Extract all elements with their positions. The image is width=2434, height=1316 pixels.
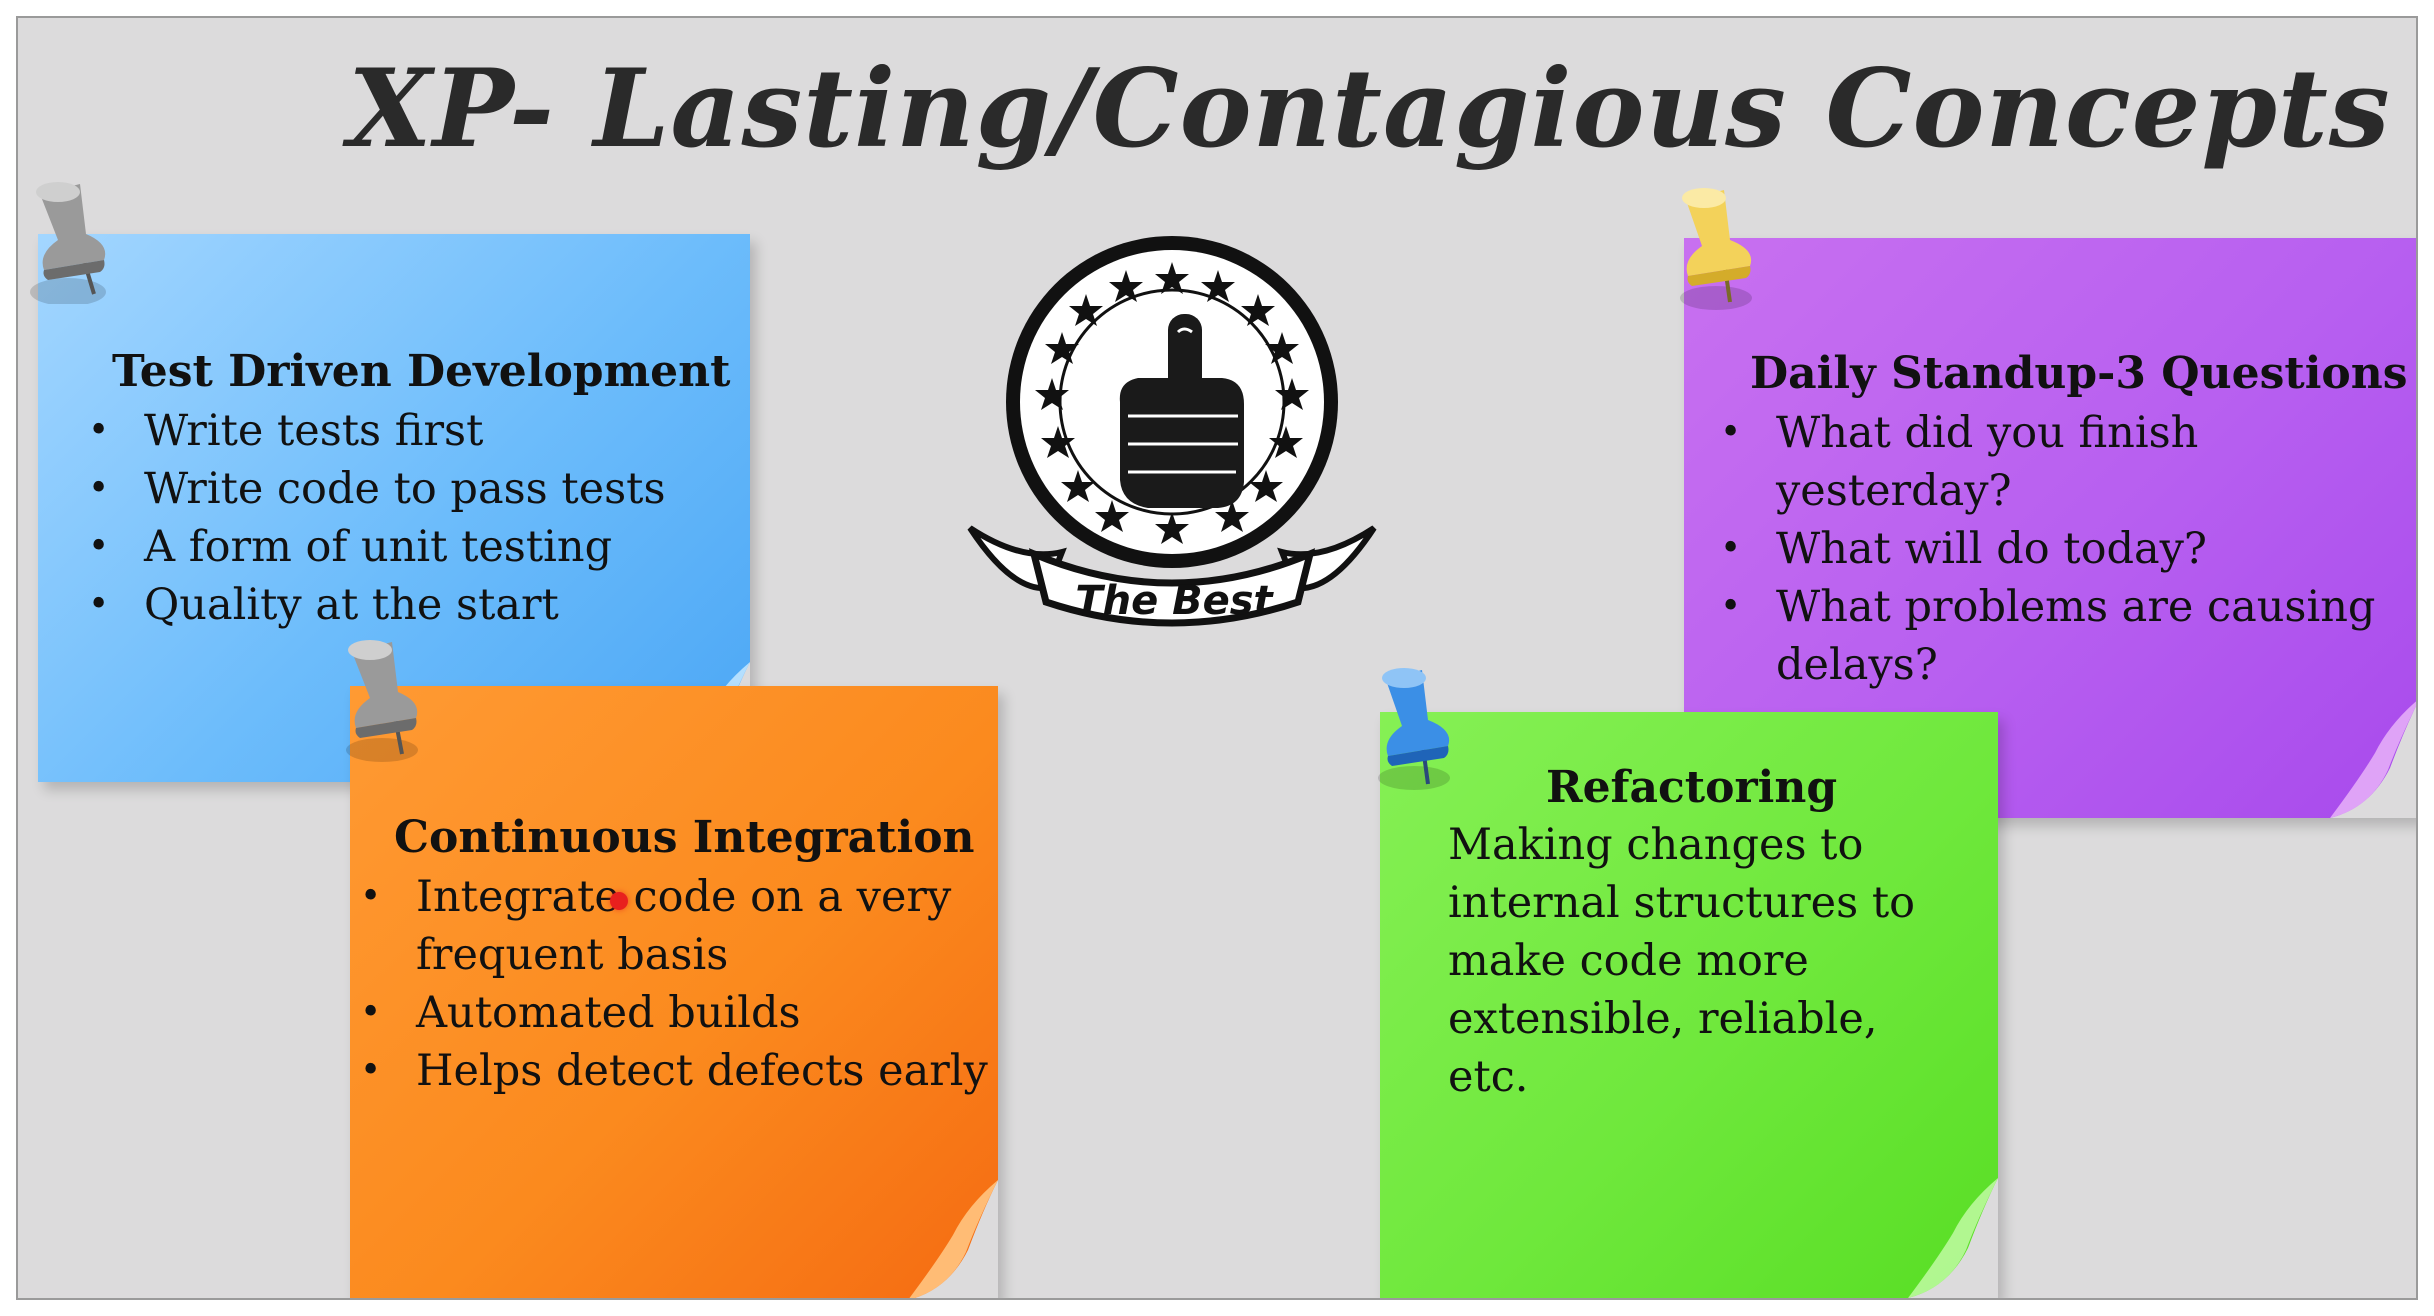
text-line: Making changes to [1448, 820, 1864, 870]
pushpin-yellow-icon [1680, 188, 1752, 310]
note-title-refactoring: Refactoring [1546, 762, 1838, 813]
slide: XP- Lasting/Contagious Concepts Test Dri… [16, 16, 2418, 1300]
thumbs-up-badge-icon: The Best [967, 236, 1377, 627]
page-curl-icon [1908, 1178, 1998, 1298]
page-curl-icon [2330, 701, 2416, 818]
list-item: Automated builds [360, 984, 988, 1042]
note-title-tdd: Test Driven Development [112, 346, 731, 397]
note-title-ci: Continuous Integration [394, 812, 975, 863]
list-item: Integrate code on a very frequent basis [360, 868, 988, 984]
list-item: What did you finish yesterday? [1720, 404, 2416, 520]
page-curl-icon [909, 1180, 998, 1298]
note-text-refactoring: Making changes to internal structures to… [1448, 816, 1915, 1106]
note-title-standup: Daily Standup-3 Questions [1750, 348, 2408, 399]
list-item: Write tests first [88, 402, 666, 460]
text-line: make code more [1448, 936, 1809, 986]
sticky-note-refactoring: Refactoring Making changes to internal s… [1380, 712, 1998, 1298]
text-line: internal structures to [1448, 878, 1916, 928]
pushpin-gray-icon [346, 640, 418, 762]
list-item-line: What problems are causing [1776, 582, 2376, 632]
slide-title: XP- Lasting/Contagious Concepts [348, 46, 2391, 172]
list-item: A form of unit testing [88, 518, 666, 576]
list-item-line: delays? [1776, 640, 1938, 690]
list-item: Quality at the start [88, 576, 666, 634]
pushpin-blue-icon [1378, 668, 1450, 790]
pointer-dot [610, 892, 628, 910]
list-item: What will do today? [1720, 520, 2416, 578]
list-item-line: frequent basis [416, 930, 729, 980]
text-line: extensible, reliable, [1448, 994, 1878, 1044]
text-line: etc. [1448, 1052, 1529, 1102]
list-item: What problems are causing delays? [1720, 578, 2416, 694]
pushpin-gray-icon [30, 182, 106, 304]
note-list-standup: What did you finish yesterday? What will… [1720, 404, 2416, 694]
note-list-ci: Integrate code on a very frequent basis … [360, 868, 988, 1100]
note-list-tdd: Write tests first Write code to pass tes… [88, 402, 666, 634]
list-item: Helps detect defects early [360, 1042, 988, 1100]
badge-banner-text: The Best [1075, 578, 1274, 624]
sticky-note-ci: Continuous Integration Integrate code on… [350, 686, 998, 1298]
list-item-line: Integrate code on a very [416, 872, 952, 922]
list-item: Write code to pass tests [88, 460, 666, 518]
sticky-note-tdd: Test Driven Development Write tests firs… [38, 234, 750, 782]
